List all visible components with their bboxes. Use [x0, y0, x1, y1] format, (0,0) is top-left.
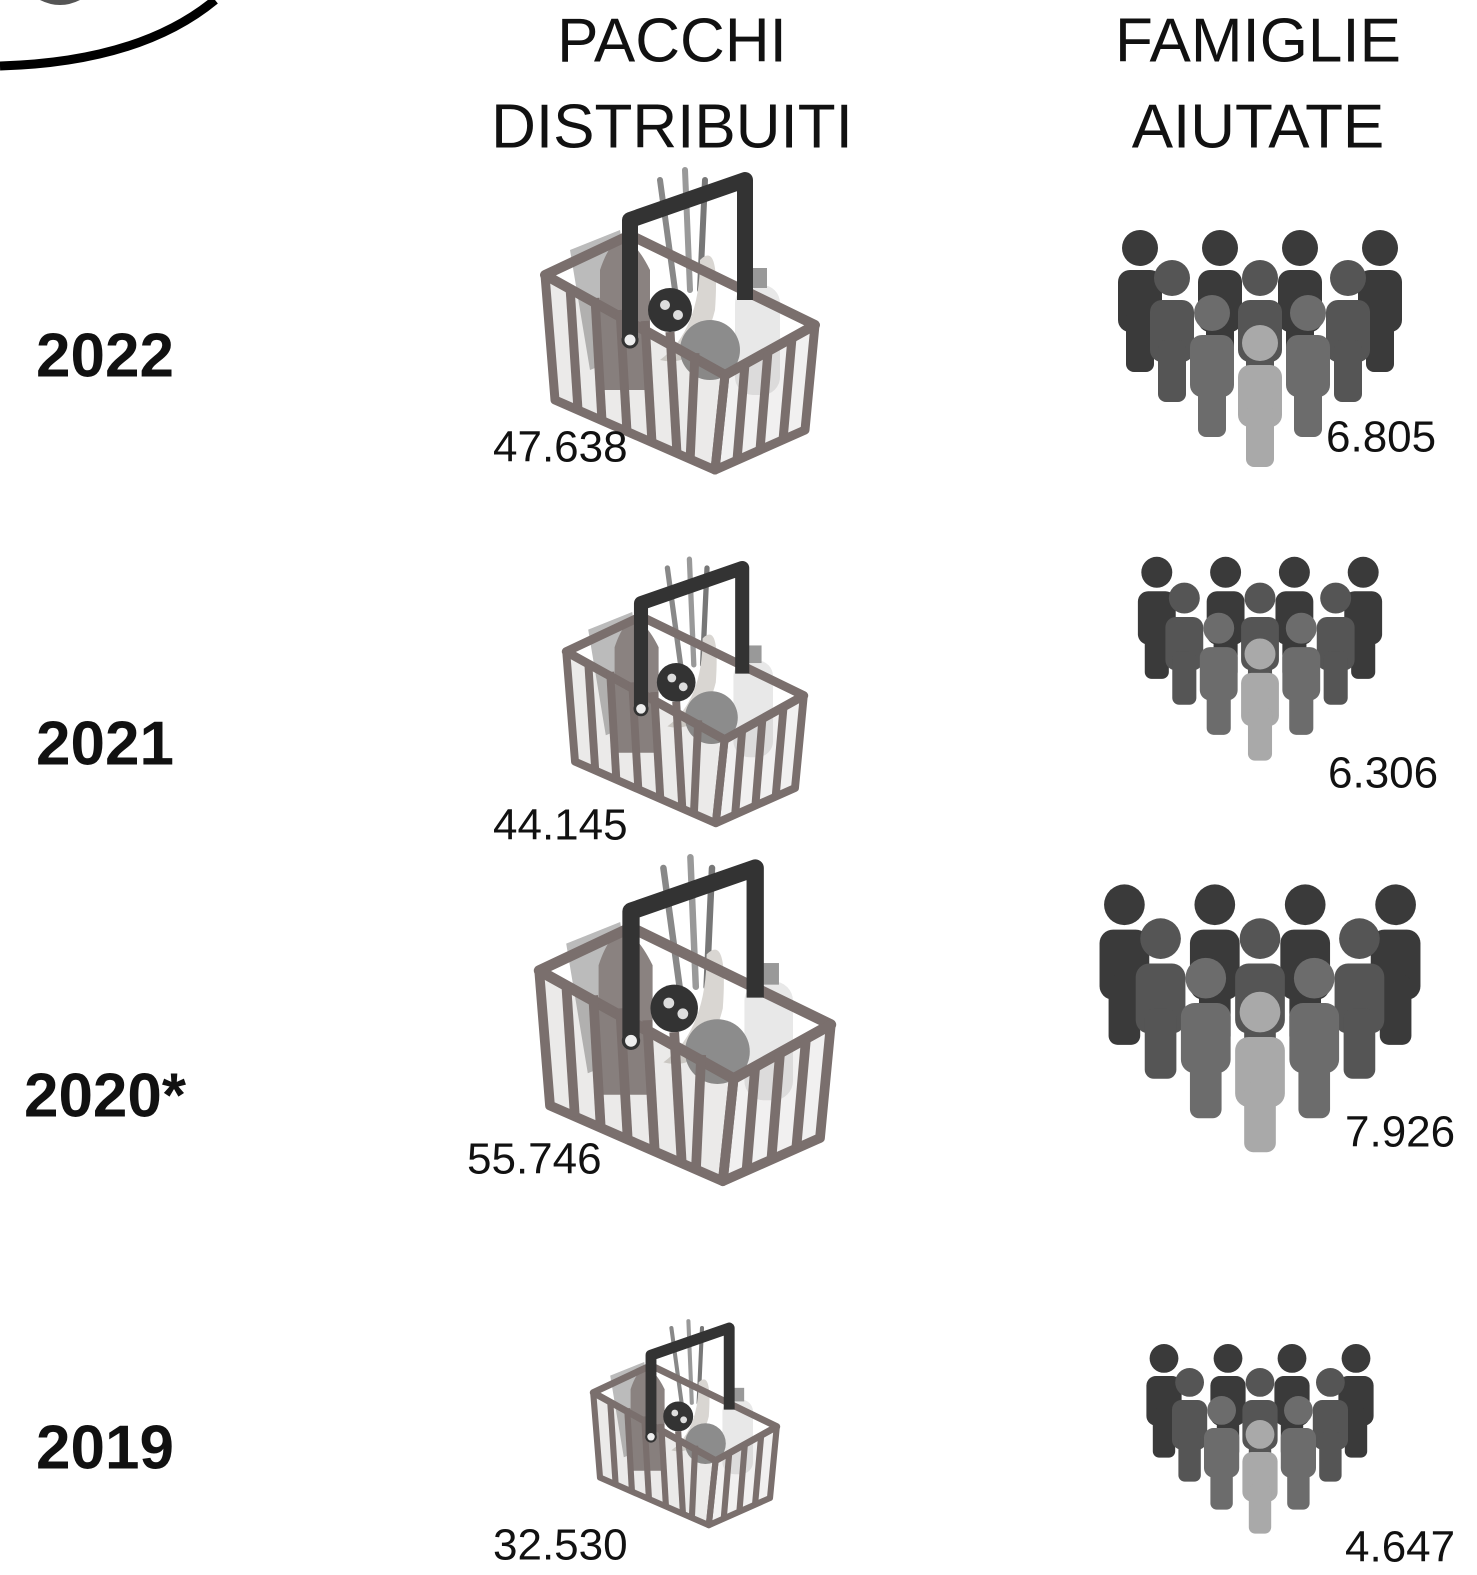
basket-icon [566, 559, 804, 823]
packages-value: 55.746 [467, 1135, 602, 1184]
packages-value: 32.530 [493, 1521, 628, 1570]
people-icon [1138, 557, 1382, 761]
families-value: 6.805 [1326, 413, 1436, 462]
packages-value: 44.145 [493, 801, 628, 850]
infographic: PACCHI DISTRIBUITI FAMIGLIE AIUTATE 2022 47.6… [0, 0, 1477, 1575]
column-header: DISTRIBUITI [491, 92, 853, 161]
packages-value: 47.638 [493, 423, 628, 472]
basket-icon [593, 1321, 777, 1525]
column-header: FAMIGLIE [1115, 6, 1401, 75]
year-label: 2022 [36, 321, 174, 390]
people-icon [1146, 1344, 1373, 1534]
year-label: 2020* [24, 1061, 187, 1130]
year-label: 2019 [36, 1413, 174, 1482]
families-value: 6.306 [1328, 749, 1438, 798]
logo-arc [0, 0, 215, 66]
logo-fragment [40, 0, 80, 5]
year-label: 2021 [36, 709, 174, 778]
column-header: AIUTATE [1132, 92, 1385, 161]
families-value: 4.647 [1345, 1523, 1455, 1572]
page: PACCHI DISTRIBUITI FAMIGLIE AIUTATE 2022 47.6… [0, 0, 1477, 1575]
families-value: 7.926 [1345, 1108, 1455, 1157]
column-header: PACCHI [557, 6, 787, 75]
basket-icon [539, 857, 831, 1181]
